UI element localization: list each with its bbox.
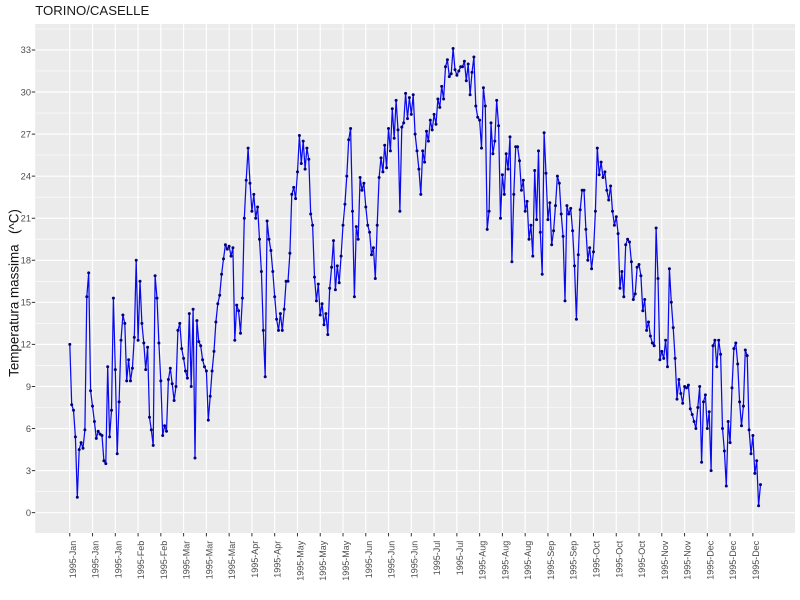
svg-text:1995-Nov: 1995-Nov [660, 540, 670, 580]
svg-text:9: 9 [26, 382, 31, 392]
svg-text:1995-Feb: 1995-Feb [159, 541, 169, 580]
svg-text:1995-Jul: 1995-Jul [432, 541, 442, 576]
svg-text:24: 24 [21, 171, 31, 181]
svg-text:1995-Nov: 1995-Nov [683, 540, 693, 580]
svg-text:1995-Sep: 1995-Sep [569, 541, 579, 580]
svg-text:1995-Mar: 1995-Mar [204, 541, 214, 580]
svg-text:1995-Dec: 1995-Dec [705, 540, 715, 580]
svg-text:1995-Jan: 1995-Jan [91, 541, 101, 579]
svg-text:27: 27 [21, 129, 31, 139]
svg-text:30: 30 [21, 87, 31, 97]
svg-text:1995-Aug: 1995-Aug [478, 541, 488, 580]
svg-text:1995-Oct: 1995-Oct [591, 540, 601, 578]
svg-text:1995-Mar: 1995-Mar [227, 541, 237, 580]
svg-text:1995-Dec: 1995-Dec [751, 540, 761, 580]
svg-text:1995-Aug: 1995-Aug [500, 541, 510, 580]
svg-text:1995-May: 1995-May [295, 540, 305, 581]
svg-text:Temperatura massima (^C): Temperatura massima (^C) [7, 209, 22, 377]
svg-text:1995-Mar: 1995-Mar [182, 541, 192, 580]
svg-text:0: 0 [26, 508, 31, 518]
svg-text:1995-Apr: 1995-Apr [273, 541, 283, 578]
svg-text:15: 15 [21, 298, 31, 308]
svg-text:1995-Jan: 1995-Jan [113, 541, 123, 579]
svg-text:1995-Dec: 1995-Dec [728, 540, 738, 580]
svg-text:18: 18 [21, 256, 31, 266]
svg-text:1995-Feb: 1995-Feb [136, 541, 146, 580]
svg-text:1995-Jun: 1995-Jun [387, 541, 397, 579]
svg-text:1995-Sep: 1995-Sep [546, 541, 556, 580]
svg-text:12: 12 [21, 340, 31, 350]
svg-text:1995-Oct: 1995-Oct [614, 540, 624, 578]
svg-text:1995-Oct: 1995-Oct [637, 540, 647, 578]
svg-text:1995-Jan: 1995-Jan [68, 541, 78, 579]
svg-text:1995-May: 1995-May [318, 540, 328, 581]
svg-text:1995-Jun: 1995-Jun [409, 541, 419, 579]
svg-text:1995-Apr: 1995-Apr [250, 541, 260, 578]
svg-text:1995-Jun: 1995-Jun [364, 541, 374, 579]
svg-text:TORINO/CASELLE: TORINO/CASELLE [35, 3, 149, 18]
svg-text:3: 3 [26, 466, 31, 476]
svg-text:1995-Jul: 1995-Jul [455, 541, 465, 576]
svg-text:6: 6 [26, 424, 31, 434]
svg-text:21: 21 [21, 214, 31, 224]
svg-text:33: 33 [21, 45, 31, 55]
svg-text:1995-Aug: 1995-Aug [523, 541, 533, 580]
svg-text:1995-May: 1995-May [341, 540, 351, 581]
